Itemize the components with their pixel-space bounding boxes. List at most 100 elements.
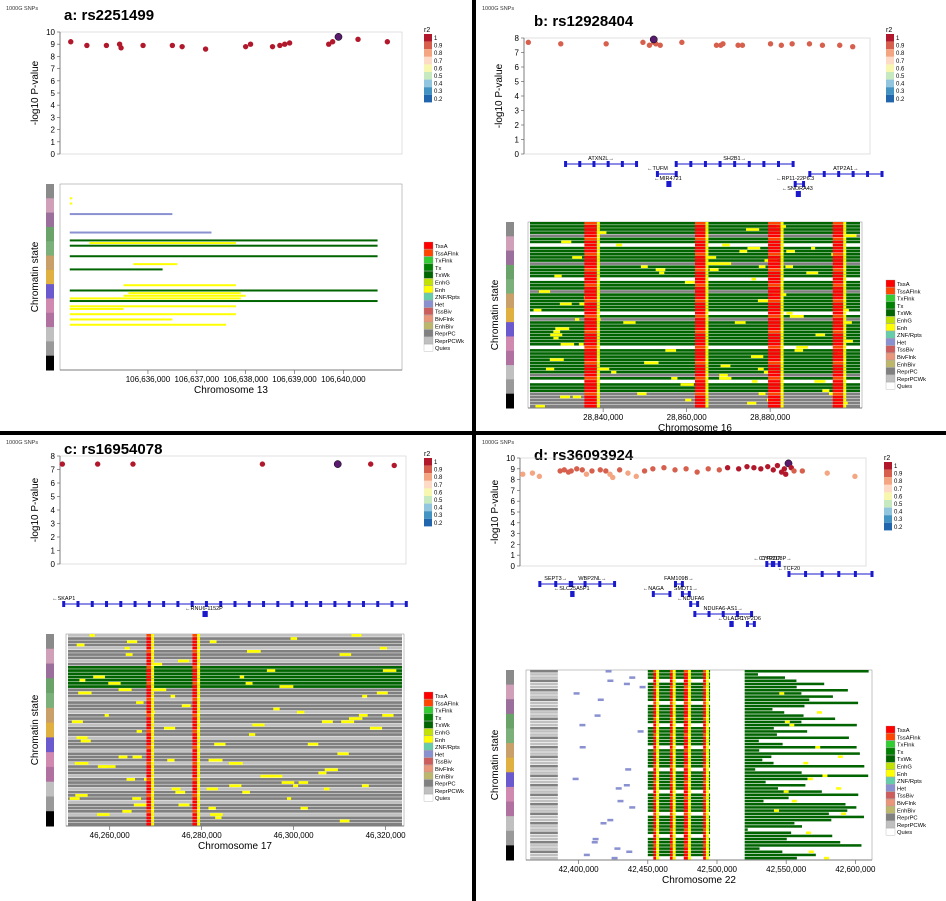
heatmap-cell	[108, 682, 121, 685]
heatmap-cell	[705, 812, 709, 816]
heatmap-cell	[705, 793, 709, 797]
heatmap-cell	[647, 815, 711, 819]
snp-point	[140, 42, 146, 49]
heatmap-cell	[768, 324, 781, 327]
gene-exon	[176, 601, 180, 607]
heatmap-cell	[832, 234, 844, 238]
heatmap-cell	[197, 768, 201, 772]
heatmap-cell	[695, 349, 706, 352]
heatmap-cell	[687, 739, 691, 743]
heatmap-cell	[687, 733, 691, 737]
heatmap-cell	[167, 758, 175, 762]
lead-snp-point	[649, 35, 658, 44]
heatmap-cell	[197, 787, 201, 791]
heatmap-cell	[808, 850, 814, 854]
heatmap-cell	[744, 793, 859, 797]
heatmap-cell	[669, 708, 673, 711]
heatmap-cell	[68, 656, 402, 660]
heatmap-cell	[680, 383, 694, 386]
gene-exon	[853, 571, 857, 577]
heatmap-cell	[146, 813, 152, 816]
gene-exon	[202, 611, 206, 617]
heatmap-cell	[843, 321, 847, 324]
heatmap-cell	[705, 771, 709, 775]
snp-point	[850, 44, 856, 50]
heatmap-cell	[293, 784, 299, 788]
heatmap-cell	[705, 689, 709, 692]
heatmap-cell	[146, 746, 152, 749]
r2-legend-label: 0.5	[434, 74, 443, 80]
gene-exon	[538, 581, 542, 587]
state-legend-swatch	[885, 755, 896, 763]
x-tick-label: 106,636,000	[126, 375, 171, 384]
heatmap-cell	[584, 240, 597, 244]
heatmap-cell	[146, 768, 152, 772]
heatmap-cell	[653, 847, 657, 851]
state-legend-label: BivFlnk	[435, 767, 454, 773]
gene-exon	[105, 601, 109, 607]
heatmap-cell	[672, 796, 676, 800]
heatmap-cell	[843, 358, 847, 362]
heatmap-cell	[584, 333, 597, 337]
heatmap-cell	[705, 749, 709, 752]
heatmap-cell	[584, 262, 597, 265]
heatmap-cell	[584, 321, 597, 324]
heatmap-cell	[151, 813, 155, 816]
state-strip-block	[506, 365, 514, 380]
heatmap-cell	[832, 243, 844, 247]
heatmap-cell	[151, 653, 155, 656]
heatmap-cell	[584, 280, 597, 284]
r2-legend-swatch	[884, 492, 892, 500]
heatmap-cell	[695, 237, 706, 241]
r2-legend-label: 0.4	[894, 510, 903, 516]
heatmap-cell	[703, 828, 706, 832]
state-legend-swatch	[423, 794, 434, 802]
heatmap-cell	[192, 771, 198, 775]
heatmap-cell	[703, 704, 706, 708]
heatmap-cell	[660, 268, 666, 272]
heatmap-cell	[843, 290, 847, 293]
heatmap-cell	[596, 321, 600, 324]
heatmap-cell	[780, 271, 784, 275]
heatmap-cell	[530, 837, 558, 841]
heatmap-cell	[151, 659, 155, 663]
heatmap-cell	[832, 370, 844, 374]
heatmap-cell	[695, 377, 706, 380]
heatmap-cell	[687, 771, 691, 775]
heatmap-cell	[68, 810, 402, 813]
heatmap-cell	[656, 818, 660, 822]
heatmap-cell	[744, 682, 825, 686]
heatmap-cell	[69, 244, 378, 247]
heatmap-cell	[780, 395, 784, 399]
heatmap-cell	[705, 398, 709, 402]
heatmap-cell	[843, 355, 847, 358]
heatmap-cell	[656, 825, 660, 828]
heatmap-cell	[656, 787, 660, 790]
heatmap-cell	[669, 771, 673, 775]
heatmap-cell	[672, 742, 676, 746]
heatmap-cell	[843, 243, 847, 247]
state-legend-label: TxWk	[435, 723, 450, 729]
heatmap-cell	[647, 790, 711, 793]
heatmap-cell	[832, 398, 844, 402]
heatmap-cell	[151, 819, 155, 823]
heatmap-cell	[146, 669, 152, 672]
heatmap-cell	[672, 749, 676, 752]
heatmap-cell	[530, 765, 558, 768]
heatmap-cell	[653, 803, 657, 806]
r2-legend-swatch	[886, 41, 894, 50]
heatmap-cell	[656, 834, 660, 838]
heatmap-cell	[647, 704, 711, 708]
r2-legend-swatch	[886, 56, 894, 65]
heatmap-cell	[705, 373, 709, 377]
heatmap-cell	[146, 653, 152, 656]
heatmap-cell	[69, 313, 236, 316]
heatmap-cell	[751, 277, 756, 281]
heatmap-cell	[687, 676, 691, 680]
heatmap-cell	[136, 730, 142, 733]
heatmap-cell	[151, 685, 155, 688]
gene-label: ←NAGA	[643, 586, 664, 592]
heatmap-cell	[687, 806, 691, 809]
heatmap-cell	[656, 815, 660, 819]
heatmap-cell	[596, 262, 600, 265]
